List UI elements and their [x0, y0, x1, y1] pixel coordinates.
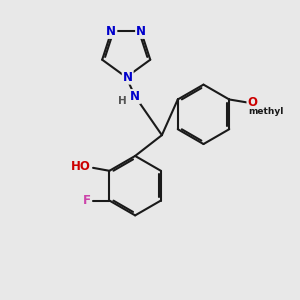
Text: F: F: [82, 194, 91, 207]
Text: HO: HO: [70, 160, 91, 173]
Text: methyl: methyl: [249, 107, 284, 116]
Text: N: N: [136, 25, 146, 38]
Text: H: H: [118, 96, 127, 106]
Text: N: N: [106, 25, 116, 38]
Text: N: N: [130, 90, 140, 103]
Text: O: O: [248, 96, 257, 109]
Text: N: N: [123, 71, 133, 84]
